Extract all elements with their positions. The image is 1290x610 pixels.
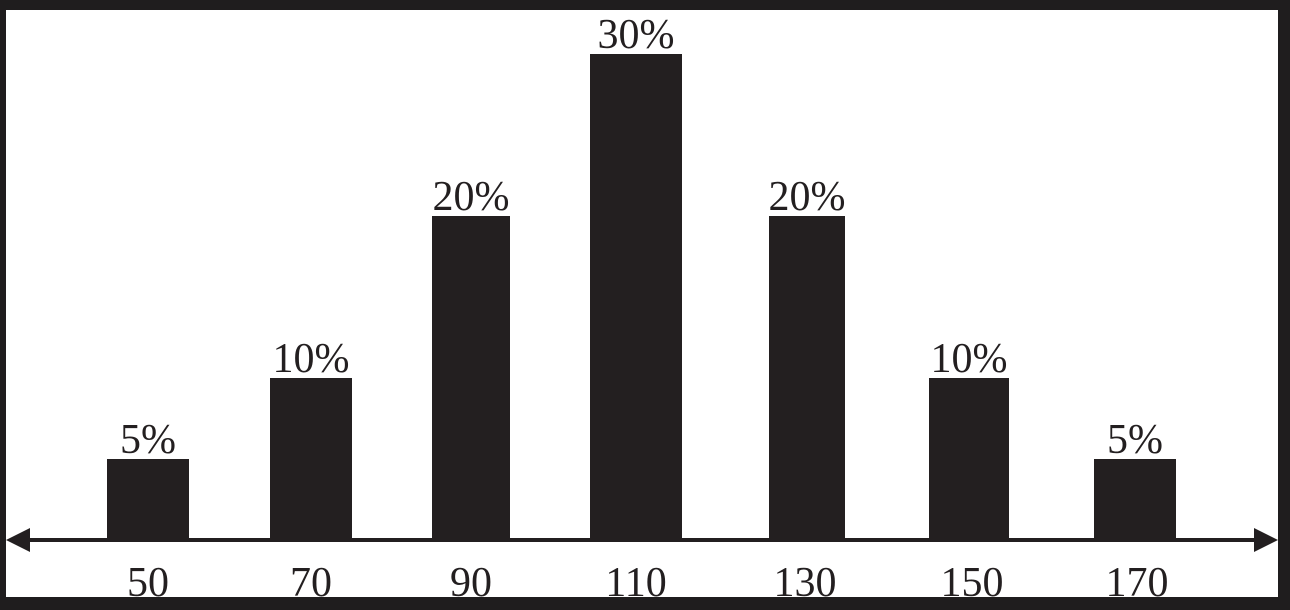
tick-labels: 50 70 90 110 130 150 170 xyxy=(127,560,1169,606)
bars-group xyxy=(107,54,1176,540)
bar-170 xyxy=(1094,459,1176,540)
right-arrow-icon xyxy=(1254,528,1278,552)
bar-50 xyxy=(107,459,189,540)
bar-110 xyxy=(590,54,682,540)
x-tick-label-90: 90 xyxy=(450,560,492,606)
data-label-70: 10% xyxy=(273,336,350,382)
x-tick-label-70: 70 xyxy=(290,560,332,606)
bar-90 xyxy=(432,216,510,540)
data-label-110: 30% xyxy=(598,12,675,58)
data-label-170: 5% xyxy=(1107,417,1163,463)
x-tick-label-110: 110 xyxy=(605,560,666,606)
x-tick-label-170: 170 xyxy=(1106,560,1169,606)
bar-150 xyxy=(929,378,1009,540)
data-label-130: 20% xyxy=(769,174,846,220)
left-arrow-icon xyxy=(6,528,30,552)
bar-130 xyxy=(769,216,845,540)
x-tick-label-150: 150 xyxy=(941,560,1004,606)
data-label-50: 5% xyxy=(120,417,176,463)
x-axis xyxy=(6,528,1278,552)
x-tick-label-50: 50 xyxy=(127,560,169,606)
data-labels: 5% 10% 20% 30% 20% 10% 5% xyxy=(120,12,1163,463)
x-tick-label-130: 130 xyxy=(774,560,837,606)
data-label-150: 10% xyxy=(931,336,1008,382)
bar-70 xyxy=(270,378,352,540)
data-label-90: 20% xyxy=(433,174,510,220)
